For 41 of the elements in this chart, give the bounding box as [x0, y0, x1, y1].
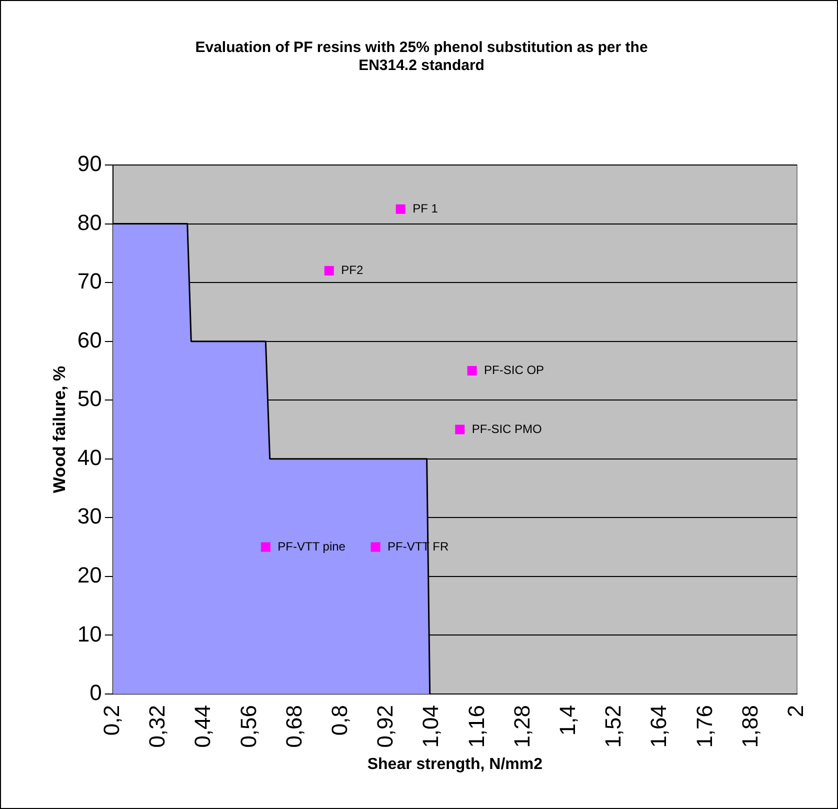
x-tick-label: 1,04 [418, 704, 444, 748]
x-tick-label: 0,92 [372, 704, 398, 748]
point [467, 366, 477, 376]
x-tick-label: 1,88 [737, 704, 762, 748]
y-axis-title: Wood failure, % [50, 366, 69, 494]
x-tick-label: 1,4 [555, 704, 580, 736]
x-tick-label: 0,44 [190, 704, 216, 748]
x-tick-label: 1,76 [692, 704, 717, 748]
text: Evaluation of PF resins with 25% phenol substitution as per the [195, 39, 648, 56]
y-tick-label: 80 [77, 210, 102, 235]
y-tick-label: 20 [77, 562, 102, 588]
point [396, 204, 406, 214]
annotation: PF 1 [412, 201, 438, 216]
x-tick-label: 1,16 [464, 704, 489, 748]
point [260, 542, 270, 552]
y-tick-label: 30 [77, 504, 102, 529]
point [324, 266, 334, 276]
x-tick-label: 1,28 [509, 704, 534, 748]
y-tick-label: 90 [77, 151, 102, 176]
x-tick-label: 1,52 [600, 704, 626, 748]
point [370, 542, 380, 552]
y-tick-label: 50 [77, 386, 102, 412]
y-tick-label: 70 [77, 268, 102, 294]
text: EN314.2 standard [358, 57, 484, 74]
annotation: PF-VTT pine [278, 539, 346, 554]
point [455, 424, 465, 434]
y-tick-label: 60 [77, 327, 102, 352]
x-axis-title: Shear strength, N/mm2 [367, 756, 543, 773]
x-tick-label: 0,32 [144, 704, 170, 748]
annotation: PF2 [341, 263, 364, 278]
y-tick-label: 0 [90, 680, 102, 706]
x-tick-label: 0,8 [326, 704, 352, 736]
x-tick-label: 2 [783, 704, 808, 718]
x-tick-label: 1,64 [646, 704, 672, 748]
annotation: PF-SIC OP [484, 363, 544, 378]
x-tick-label: 0,68 [281, 704, 306, 748]
annotation: PF-SIC PMO [472, 422, 542, 436]
x-tick-label: 0,2 [98, 704, 124, 736]
y-tick-label: 40 [77, 444, 102, 470]
y-tick-label: 10 [77, 621, 102, 646]
x-tick-label: 0,56 [236, 704, 261, 748]
